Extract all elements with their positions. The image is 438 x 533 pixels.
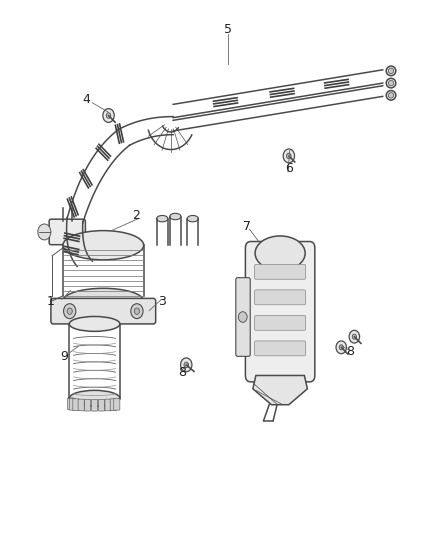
Circle shape bbox=[180, 358, 192, 372]
FancyBboxPatch shape bbox=[254, 316, 306, 330]
Ellipse shape bbox=[63, 231, 144, 260]
Ellipse shape bbox=[69, 317, 120, 332]
Circle shape bbox=[134, 308, 140, 314]
Text: 8: 8 bbox=[346, 345, 354, 358]
Ellipse shape bbox=[389, 68, 394, 74]
FancyBboxPatch shape bbox=[67, 398, 74, 410]
Text: 9: 9 bbox=[60, 350, 68, 364]
FancyBboxPatch shape bbox=[236, 278, 250, 357]
Circle shape bbox=[283, 149, 294, 163]
Text: 5: 5 bbox=[224, 23, 232, 36]
FancyBboxPatch shape bbox=[245, 241, 315, 382]
FancyBboxPatch shape bbox=[51, 298, 155, 324]
Circle shape bbox=[336, 341, 346, 354]
Ellipse shape bbox=[389, 93, 394, 98]
Text: 1: 1 bbox=[47, 295, 55, 308]
Ellipse shape bbox=[69, 390, 120, 406]
Circle shape bbox=[286, 153, 291, 159]
Circle shape bbox=[38, 224, 51, 240]
Text: 4: 4 bbox=[82, 93, 90, 106]
Ellipse shape bbox=[63, 288, 144, 314]
FancyBboxPatch shape bbox=[254, 264, 306, 279]
Ellipse shape bbox=[386, 91, 396, 100]
FancyBboxPatch shape bbox=[92, 399, 98, 411]
Circle shape bbox=[184, 362, 188, 368]
Ellipse shape bbox=[255, 236, 305, 270]
FancyBboxPatch shape bbox=[99, 399, 105, 411]
FancyBboxPatch shape bbox=[78, 399, 84, 411]
Text: 6: 6 bbox=[285, 161, 293, 175]
Ellipse shape bbox=[156, 215, 168, 222]
FancyBboxPatch shape bbox=[69, 398, 75, 410]
Ellipse shape bbox=[187, 215, 198, 222]
Circle shape bbox=[106, 113, 111, 118]
FancyBboxPatch shape bbox=[85, 399, 91, 411]
Circle shape bbox=[349, 330, 360, 343]
Ellipse shape bbox=[170, 213, 181, 220]
Circle shape bbox=[339, 345, 343, 350]
Text: 7: 7 bbox=[244, 220, 251, 233]
FancyBboxPatch shape bbox=[105, 399, 111, 411]
Ellipse shape bbox=[386, 78, 396, 88]
Text: 2: 2 bbox=[132, 209, 140, 222]
Polygon shape bbox=[253, 375, 307, 405]
FancyBboxPatch shape bbox=[73, 399, 79, 410]
Circle shape bbox=[238, 312, 247, 322]
Ellipse shape bbox=[389, 80, 394, 86]
Circle shape bbox=[103, 109, 114, 123]
Circle shape bbox=[131, 304, 143, 319]
FancyBboxPatch shape bbox=[110, 399, 116, 410]
Circle shape bbox=[67, 308, 72, 314]
FancyBboxPatch shape bbox=[49, 219, 85, 245]
FancyBboxPatch shape bbox=[114, 398, 120, 410]
Text: 8: 8 bbox=[178, 366, 186, 379]
FancyBboxPatch shape bbox=[254, 290, 306, 305]
FancyBboxPatch shape bbox=[254, 341, 306, 356]
Text: 3: 3 bbox=[158, 295, 166, 308]
Circle shape bbox=[64, 304, 76, 319]
Circle shape bbox=[352, 334, 357, 339]
Ellipse shape bbox=[386, 66, 396, 76]
